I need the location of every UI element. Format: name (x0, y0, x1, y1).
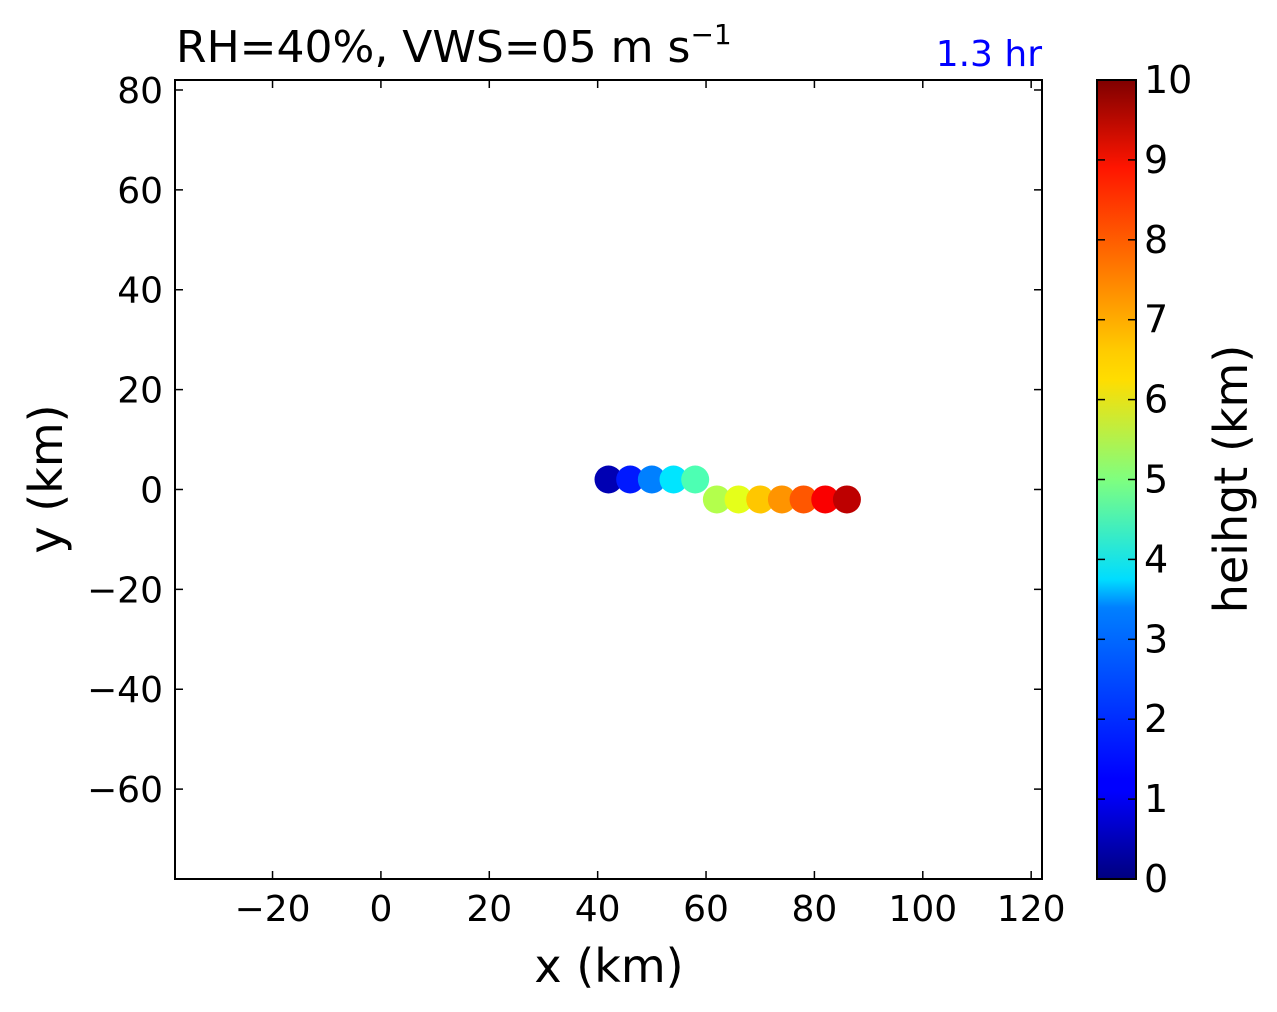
time-label: 1.3 hr (936, 34, 1043, 75)
y-tick-label: −60 (87, 770, 163, 811)
colorbar-tick-label: 6 (1144, 378, 1168, 422)
colorbar-tick-label: 2 (1144, 697, 1168, 741)
colorbar-tick-label: 7 (1144, 298, 1168, 342)
y-axis-label: y (km) (19, 404, 73, 553)
scatter-point (637, 465, 666, 494)
colorbar-tick-label: 1 (1144, 777, 1168, 821)
scatter-point (594, 465, 623, 494)
scatter-point (616, 465, 645, 494)
scatter-point (789, 485, 818, 514)
x-tick-label: 60 (683, 889, 729, 930)
x-tick-label: 0 (369, 889, 392, 930)
scatter-point (702, 485, 731, 514)
x-tick-label: 40 (575, 889, 621, 930)
y-tick-label: 20 (117, 371, 163, 412)
colorbar-label: heihgt (km) (1204, 345, 1258, 614)
scatter-point (724, 485, 753, 514)
y-tick-label: −20 (87, 570, 163, 611)
y-tick-label: 40 (117, 271, 163, 312)
x-tick-label: 120 (997, 889, 1066, 930)
title-superscript: −1 (690, 18, 731, 51)
x-tick-label: 20 (466, 889, 512, 930)
y-tick-label: 0 (140, 470, 163, 511)
scatter-point (832, 485, 861, 514)
colorbar-tick-label: 9 (1144, 138, 1168, 182)
scatter-point (681, 465, 710, 494)
colorbar-tick-label: 0 (1144, 857, 1168, 901)
colorbar-tick-label: 4 (1144, 537, 1168, 581)
scatter-point (811, 485, 840, 514)
scatter-points (594, 465, 861, 514)
scatter-point (746, 485, 775, 514)
x-tick-label: −20 (235, 889, 311, 930)
y-axis-ticks: −60 −40 −20 0 20 40 60 80 (87, 71, 1042, 811)
scatter-point (767, 485, 796, 514)
scatter-point (659, 465, 688, 494)
x-axis-label: x (km) (534, 939, 683, 993)
x-axis-ticks: −20 0 20 40 60 80 100 120 (235, 80, 1066, 930)
y-tick-label: 60 (117, 171, 163, 212)
colorbar-tick-label: 5 (1144, 458, 1168, 502)
colorbar-ticks: 0 1 2 3 4 5 6 7 8 9 10 (1097, 58, 1192, 901)
y-tick-label: 80 (117, 71, 163, 112)
x-tick-label: 100 (888, 889, 957, 930)
colorbar-tick-label: 8 (1144, 218, 1168, 262)
colorbar-tick-label: 3 (1144, 617, 1168, 661)
colorbar-tick-label: 10 (1144, 58, 1192, 102)
y-tick-label: −40 (87, 670, 163, 711)
x-tick-label: 80 (792, 889, 838, 930)
chart-title: RH=40%, VWS=05 m s−1 (176, 18, 732, 73)
